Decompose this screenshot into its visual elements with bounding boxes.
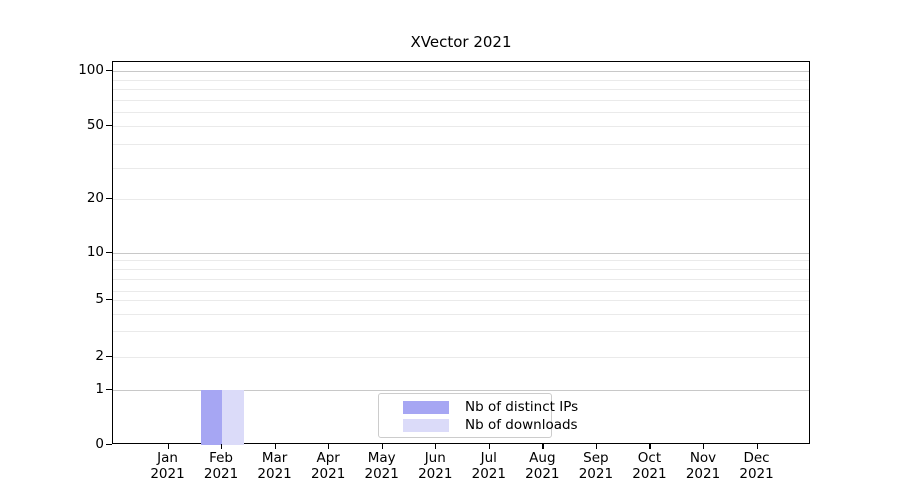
x-tick-label: Oct 2021 xyxy=(632,450,667,482)
minor-gridline xyxy=(113,279,809,280)
y-tick-mark xyxy=(106,125,112,127)
legend-swatch-downloads xyxy=(403,418,449,432)
x-tick-mark xyxy=(756,444,758,449)
x-tick-mark xyxy=(381,444,383,449)
minor-gridline xyxy=(113,144,809,145)
x-tick-label: Mar 2021 xyxy=(257,450,292,482)
minor-gridline xyxy=(113,260,809,261)
y-tick-mark xyxy=(106,299,112,301)
y-tick-label: 1 xyxy=(95,381,104,397)
major-gridline xyxy=(113,253,809,254)
x-tick-label: Apr 2021 xyxy=(310,450,346,482)
x-tick-label: Sep 2021 xyxy=(578,450,614,482)
y-tick-label: 5 xyxy=(95,291,104,307)
legend: Nb of distinct IPs Nb of downloads xyxy=(378,393,578,438)
x-tick-mark xyxy=(167,444,169,449)
y-tick-label: 10 xyxy=(86,244,104,260)
y-tick-mark xyxy=(106,198,112,200)
minor-gridline xyxy=(113,126,809,127)
x-tick-label: Dec 2021 xyxy=(739,450,774,482)
x-tick-label: Nov 2021 xyxy=(685,450,721,482)
y-tick-label: 50 xyxy=(86,117,104,133)
y-tick-mark xyxy=(106,252,112,254)
major-gridline xyxy=(113,390,809,391)
plot-area xyxy=(112,61,810,445)
x-tick-mark xyxy=(542,444,544,449)
minor-gridline xyxy=(113,300,809,301)
minor-gridline xyxy=(113,357,809,358)
bar-distinct-ips xyxy=(200,390,223,445)
x-tick-label: Jan 2021 xyxy=(150,450,185,482)
legend-swatch-distinct-ips xyxy=(403,401,449,414)
minor-gridline xyxy=(113,100,809,101)
y-tick-mark xyxy=(106,356,112,358)
legend-label-downloads: Nb of downloads xyxy=(465,416,578,433)
minor-gridline xyxy=(113,199,809,200)
x-tick-mark xyxy=(703,444,705,449)
y-tick-mark xyxy=(106,70,112,72)
x-tick-label: Jul 2021 xyxy=(471,450,506,482)
x-tick-mark xyxy=(649,444,651,449)
legend-label-distinct-ips: Nb of distinct IPs xyxy=(465,399,579,415)
minor-gridline xyxy=(113,314,809,315)
x-tick-label: May 2021 xyxy=(364,450,399,482)
x-tick-mark xyxy=(488,444,490,449)
x-tick-mark xyxy=(274,444,276,449)
y-tick-mark xyxy=(106,389,112,391)
minor-gridline xyxy=(113,269,809,270)
minor-gridline xyxy=(113,331,809,332)
minor-gridline xyxy=(113,89,809,90)
x-tick-label: Feb 2021 xyxy=(203,450,239,482)
x-tick-label: Jun 2021 xyxy=(418,450,453,482)
x-tick-mark xyxy=(595,444,598,449)
y-tick-label: 0 xyxy=(95,436,104,452)
x-tick-mark xyxy=(435,444,437,449)
y-tick-mark xyxy=(106,444,112,446)
minor-gridline xyxy=(113,168,809,169)
minor-gridline xyxy=(113,80,809,81)
minor-gridline xyxy=(113,112,809,113)
minor-gridline xyxy=(113,291,809,292)
y-tick-label: 100 xyxy=(78,62,104,78)
y-tick-label: 20 xyxy=(86,190,104,206)
x-tick-mark xyxy=(328,444,330,449)
major-gridline xyxy=(113,71,809,72)
x-tick-label: Aug 2021 xyxy=(525,450,560,482)
x-tick-mark xyxy=(221,444,223,449)
chart-title: XVector 2021 xyxy=(410,33,512,51)
bar-downloads xyxy=(222,390,244,445)
y-tick-label: 2 xyxy=(95,348,104,364)
